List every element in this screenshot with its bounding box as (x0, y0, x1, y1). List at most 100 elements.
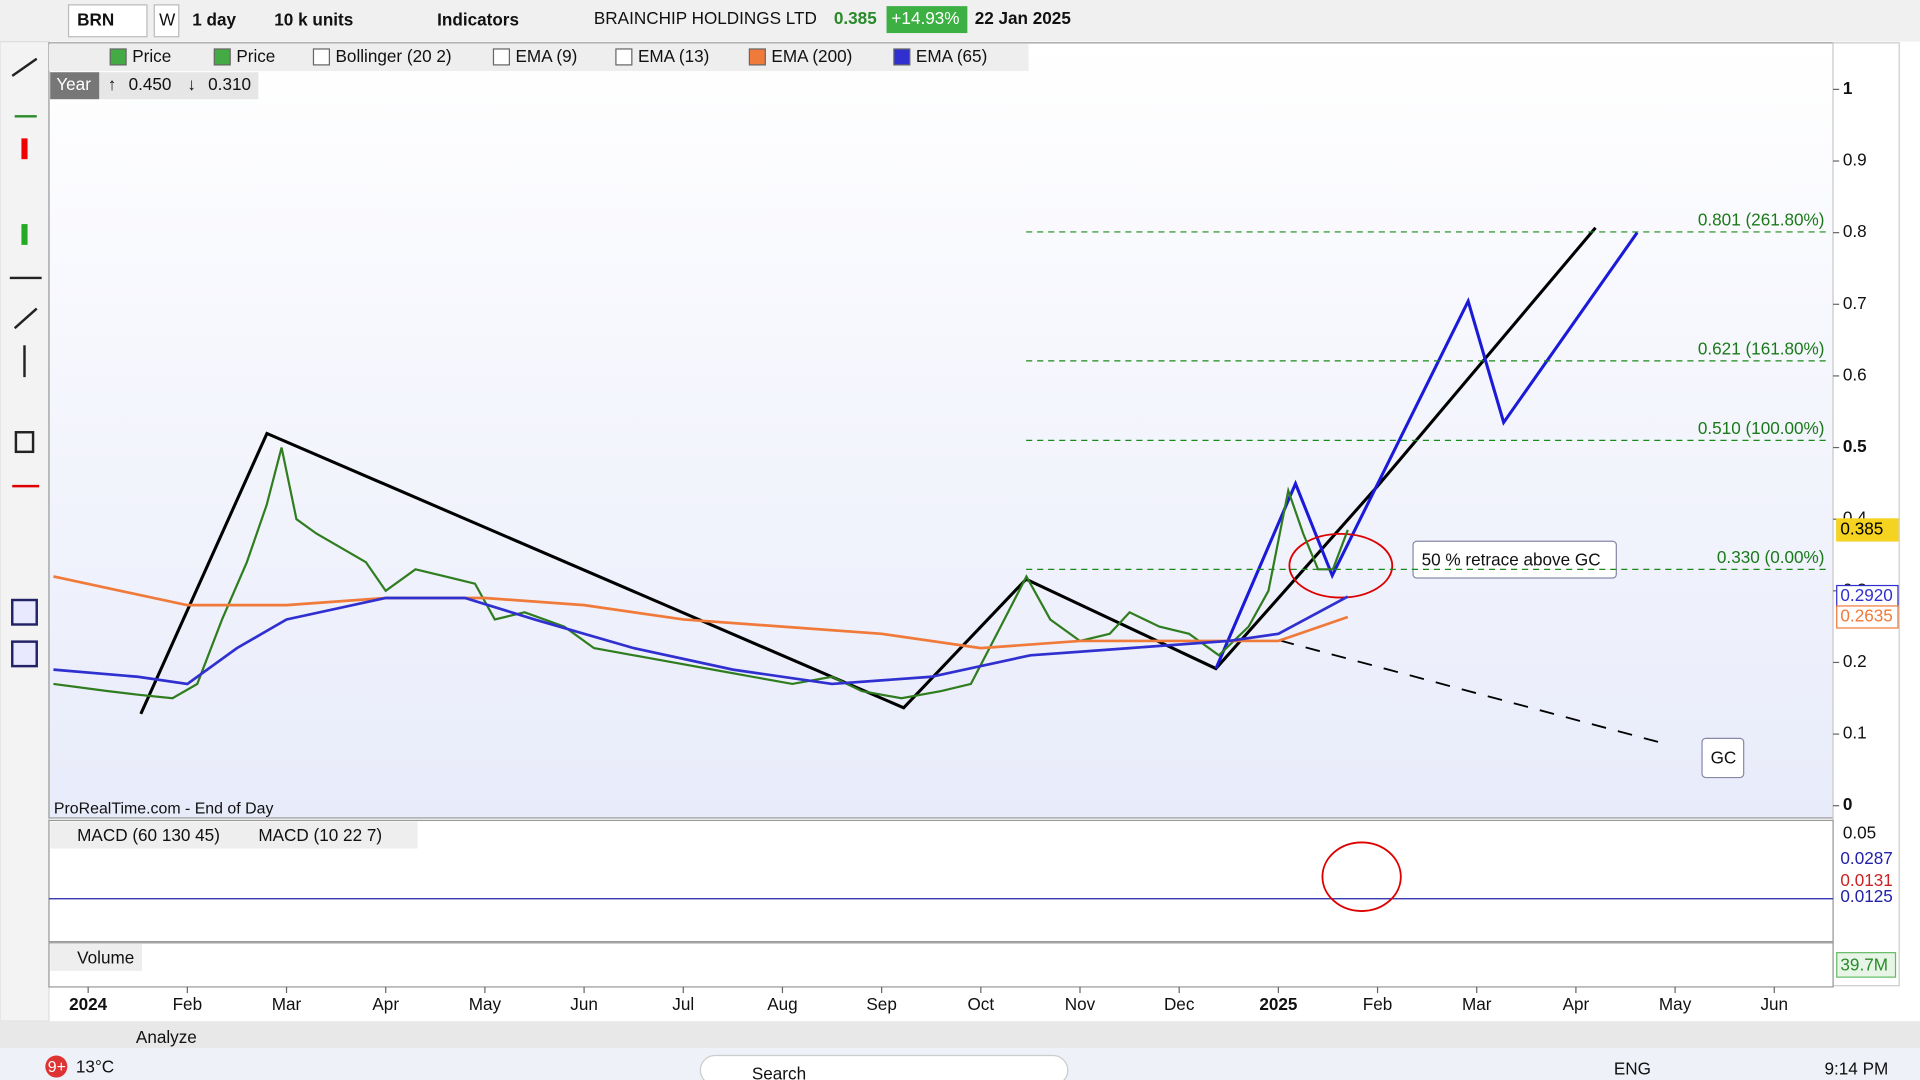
x-tick-label: May (1659, 994, 1692, 1014)
x-tick-label: Mar (272, 994, 302, 1014)
range-low: 0.310 (208, 74, 251, 94)
temperature: 13°C (76, 1056, 114, 1076)
series-line (53, 595, 1349, 686)
legend-item: EMA (9) (516, 46, 578, 66)
interval[interactable]: 1 day (192, 9, 236, 29)
y-tick-label: 0.5 (1843, 436, 1867, 456)
bottom-bar (0, 1021, 1920, 1049)
legend-swatch (893, 48, 911, 66)
gc-label: GC (1711, 748, 1737, 768)
x-tick-label: Mar (1462, 994, 1492, 1014)
legend-bar (48, 44, 1029, 72)
y-tick-label: 0 (1843, 794, 1853, 814)
series-line (53, 575, 1349, 650)
range: Year (56, 74, 91, 94)
legend-item: Bollinger (20 2) (336, 46, 452, 66)
fib-label: 0.510 (100.00%) (1698, 418, 1825, 438)
x-tick-label: 2025 (1259, 994, 1298, 1014)
search-box[interactable] (699, 1054, 1069, 1080)
annotation: 50 % retrace above GC (1422, 549, 1601, 569)
language: ENG (1614, 1059, 1651, 1079)
w-box[interactable] (153, 4, 180, 38)
x-tick-label: Jun (570, 994, 598, 1014)
badge-bg (45, 1055, 68, 1078)
legend-item: EMA (200) (771, 46, 852, 66)
macd-circle (1321, 841, 1402, 912)
price-tag-bg (1836, 518, 1899, 542)
y-tick-label: 0.2 (1843, 651, 1867, 671)
macd-2: MACD (10 22 7) (258, 825, 382, 845)
x-tick-label: May (469, 994, 502, 1014)
volume-tag: 39.7M (1840, 955, 1888, 975)
macd-tick: 0.05 (1843, 822, 1876, 842)
change-bg (886, 6, 968, 34)
y-tick-label: 0.6 (1843, 364, 1867, 384)
volume-legend-bg (50, 944, 143, 972)
legend-swatch (109, 48, 127, 66)
x-tick-label: Jul (672, 994, 694, 1014)
change: +14.93% (891, 8, 959, 28)
highlight-circle (1288, 532, 1394, 599)
x-tick-label: Apr (372, 994, 399, 1014)
legend-swatch (748, 48, 766, 66)
legend-swatch (492, 48, 510, 66)
symbol-box[interactable] (67, 4, 148, 38)
y-tick-label: 0.8 (1843, 221, 1867, 241)
fib-label: 0.621 (161.80%) (1698, 338, 1825, 358)
legend-item: Price (132, 46, 171, 66)
macd-tag: 0.0287 (1840, 848, 1892, 868)
volume-tag-bg (1836, 952, 1897, 978)
tool-column (0, 41, 50, 1022)
price-tag: 0.2920 (1840, 585, 1892, 605)
x-tick-label: Nov (1065, 994, 1096, 1014)
macd-tag: 0.0131 (1840, 870, 1892, 890)
y-tick-label: 0.9 (1843, 150, 1867, 170)
fib-label: 0.330 (0.00%) (1717, 547, 1825, 567)
y-tick-label: 1 (1843, 78, 1853, 98)
annotation-box (1412, 540, 1617, 579)
x-tick-label: Dec (1164, 994, 1195, 1014)
price-tag: 0.385 (1840, 518, 1883, 538)
tool-icons (9, 57, 42, 668)
macd-legend-bg (50, 821, 418, 849)
search[interactable]: Search (752, 1064, 806, 1080)
fib-label: 0.801 (261.80%) (1698, 209, 1825, 229)
arrow-down: ↓ (187, 74, 196, 94)
arrow-up: ↑ (108, 74, 117, 94)
y-tick-label: 0.7 (1843, 293, 1867, 313)
badge: 9+ (48, 1059, 66, 1076)
projection-drawing (1214, 231, 1639, 670)
y-tick-label: 0.1 (1843, 723, 1867, 743)
price-panel (48, 42, 1834, 819)
macd-1: MACD (60 130 45) (77, 825, 220, 845)
x-tick-label: 2024 (69, 994, 108, 1014)
macd-tag: 0.0125 (1840, 886, 1892, 906)
legend-swatch (312, 48, 330, 66)
x-tick-label: Sep (866, 994, 896, 1014)
symbol[interactable]: BRN (77, 9, 114, 29)
clock: 9:14 PM (1824, 1059, 1888, 1079)
x-tick-label: Aug (767, 994, 797, 1014)
x-tick-label: Jun (1760, 994, 1788, 1014)
trend-dash (1279, 639, 1668, 746)
volume-label: Volume (77, 947, 134, 967)
units[interactable]: 10 k units (274, 9, 353, 29)
legend-item: EMA (13) (638, 46, 709, 66)
date: 22 Jan 2025 (975, 8, 1072, 28)
legend-swatch (213, 48, 231, 66)
indicators[interactable]: Indicators (437, 9, 519, 29)
gc-box (1701, 737, 1745, 779)
range-tag (50, 72, 100, 100)
w-button[interactable]: W (159, 9, 176, 29)
y-axis-panel (1832, 42, 1900, 987)
x-tick-label: Apr (1563, 994, 1590, 1014)
instrument-name: BRAINCHIP HOLDINGS LTD (594, 8, 817, 28)
analyze[interactable]: Analyze (136, 1027, 197, 1047)
x-tick-label: Feb (1363, 994, 1393, 1014)
legend-swatch (615, 48, 633, 66)
price-tag-bg (1836, 605, 1899, 629)
range-high: 0.450 (129, 74, 172, 94)
source: ProRealTime.com - End of Day (54, 801, 274, 818)
